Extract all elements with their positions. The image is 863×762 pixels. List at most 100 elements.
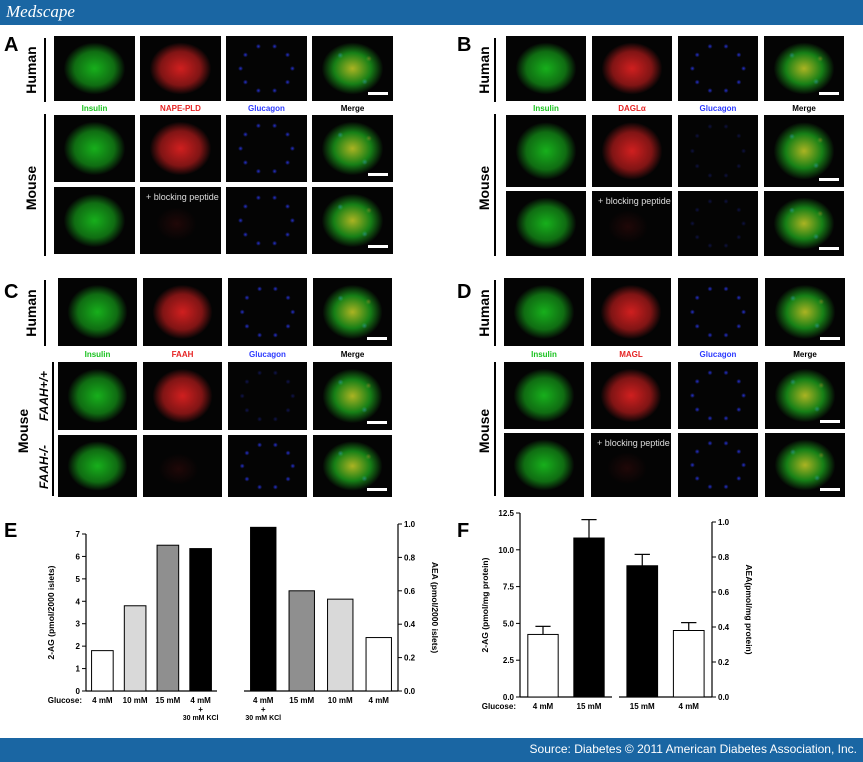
micrograph-a-human-glucagon xyxy=(226,36,307,101)
mouse-label-b: Mouse xyxy=(476,165,492,211)
x-tick-label: 10 mM xyxy=(123,696,148,705)
y-axis-label: 2-AG (pmol/mg protein) xyxy=(480,557,490,652)
x-tick-label: 4 mM xyxy=(190,696,211,705)
x-tick-label: 4 mM xyxy=(679,702,700,711)
scale-bar xyxy=(819,92,839,95)
bar xyxy=(626,565,659,698)
y-tick-label: 0.2 xyxy=(718,658,730,667)
channel-label-insulin: Insulin xyxy=(531,350,557,359)
y-tick-label: 4 xyxy=(76,597,81,606)
micrograph-d-human-insulin xyxy=(504,278,584,346)
human-label-b: Human xyxy=(476,46,492,94)
scale-bar xyxy=(368,245,388,248)
x-tick-label: 30 mM KCl xyxy=(183,715,219,722)
micrograph-b-mouse-glucagon xyxy=(678,115,758,187)
y-tick-label: 7.5 xyxy=(503,583,515,592)
micrograph-b-block-insulin xyxy=(506,191,586,256)
micrograph-c-wt-faah xyxy=(143,362,222,430)
bar xyxy=(527,633,559,698)
bar xyxy=(250,526,277,692)
y-tick-label: 12.5 xyxy=(498,509,514,518)
y-tick-label: 7 xyxy=(76,530,81,539)
micrograph-d-human-magl xyxy=(591,278,671,346)
micrograph-c-ko-glucagon xyxy=(228,435,307,497)
channel-label-insulin: Insulin xyxy=(84,350,111,359)
bar xyxy=(573,537,605,698)
x-tick-label: + xyxy=(198,705,203,714)
channel-label-glucagon: Glucagon xyxy=(249,350,286,359)
bracket-mouse-c xyxy=(52,362,54,496)
micrograph-c-human-faah xyxy=(143,278,222,346)
bar xyxy=(672,630,705,698)
bracket-human-a xyxy=(44,38,46,102)
micrograph-a-human-insulin xyxy=(54,36,135,101)
micrograph-c-ko-insulin xyxy=(58,435,137,497)
micrograph-b-human-dagl xyxy=(592,36,672,101)
y-tick-label: 2.5 xyxy=(503,656,515,665)
channel-label-insulin: Insulin xyxy=(533,104,559,113)
bar xyxy=(327,598,354,692)
micrograph-a-block-nape: + blocking peptide xyxy=(140,187,221,254)
y-tick-label: 5 xyxy=(76,575,81,584)
panel-letter-a: A xyxy=(4,34,19,56)
scale-bar xyxy=(819,247,839,250)
channel-label-nape-pld: NAPE-PLD xyxy=(160,104,201,113)
bar xyxy=(123,605,147,692)
x-tick-label: + xyxy=(261,705,266,714)
scale-bar xyxy=(819,178,839,181)
micrograph-c-human-merge xyxy=(313,278,392,346)
micrograph-d-mouse-insulin xyxy=(504,362,584,429)
header-bar: Medscape xyxy=(0,0,863,25)
micrograph-b-mouse-dagl xyxy=(592,115,672,187)
bar xyxy=(365,637,392,692)
chart-f: 0.0 2.5 5.0 7.5 10.0 12.5 4 mM 15 mM Glucose: 2-A… xyxy=(480,509,754,711)
blocking-peptide-note: + blocking peptide xyxy=(597,438,670,448)
y-tick-label: 6 xyxy=(76,552,81,561)
panel-letter-c: C xyxy=(4,281,19,303)
micrograph-c-wt-merge xyxy=(313,362,392,430)
channel-label-insulin: Insulin xyxy=(81,104,108,113)
bar xyxy=(156,544,180,692)
y-tick-label: 1 xyxy=(76,665,81,674)
human-label-c: Human xyxy=(23,289,39,337)
x-tick-label: 30 mM KCl xyxy=(245,715,281,722)
y-tick-label: 0.0 xyxy=(503,693,515,702)
micrograph-d-mouse-merge xyxy=(765,362,845,429)
channel-label-glucagon: Glucagon xyxy=(699,350,737,359)
micrograph-a-block-insulin xyxy=(54,187,135,254)
x-tick-label: 4 mM xyxy=(253,696,274,705)
micrograph-d-human-glucagon xyxy=(678,278,758,346)
y-tick-label: 0.0 xyxy=(718,693,730,702)
micrograph-b-mouse-insulin xyxy=(506,115,586,187)
y-tick-label: 2 xyxy=(76,642,81,651)
micrograph-a-block-merge xyxy=(312,187,393,254)
y-axis-label: AEA(pmol/mg protein) xyxy=(744,564,754,654)
genotype-label-ko: FAAH-/- xyxy=(37,445,51,489)
x-tick-label: 15 mM xyxy=(630,702,655,711)
bar xyxy=(288,590,315,692)
channel-label-merge: Merge xyxy=(340,350,365,359)
bracket-mouse-b xyxy=(494,114,496,256)
scale-bar xyxy=(367,488,387,491)
micrograph-d-human-merge xyxy=(765,278,845,346)
micrograph-a-mouse-glucagon xyxy=(226,115,307,182)
micrograph-b-block-glucagon xyxy=(678,191,758,256)
source-credit: Source: Diabetes © 2011 American Diabete… xyxy=(529,742,857,756)
y-tick-label: 5.0 xyxy=(503,619,515,628)
genotype-label-wt: FAAH+/+ xyxy=(37,371,51,422)
micrograph-d-block-glucagon xyxy=(678,433,758,497)
x-tick-label: 10 mM xyxy=(328,696,353,705)
y-tick-label: 0.8 xyxy=(404,553,416,562)
y-tick-label: 0.4 xyxy=(718,623,730,632)
micrograph-c-ko-merge xyxy=(313,435,392,497)
mouse-label-d: Mouse xyxy=(476,408,492,454)
y-axis-label: AEA (pmol/2000 islets) xyxy=(430,562,440,653)
y-tick-label: 10.0 xyxy=(498,546,514,555)
micrograph-b-human-glucagon xyxy=(678,36,758,101)
channel-label-magl: MAGL xyxy=(619,350,643,359)
channel-label-glucagon: Glucagon xyxy=(699,104,737,113)
channel-label-dagl: DAGLα xyxy=(618,104,646,113)
x-tick-label: 15 mM xyxy=(289,696,314,705)
mouse-label-a: Mouse xyxy=(23,165,39,211)
